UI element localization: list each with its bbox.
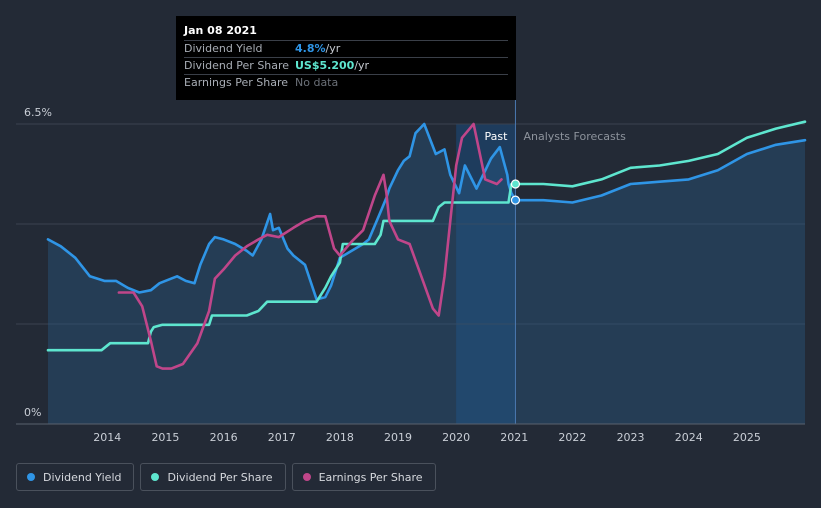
marker-dividend-yield — [510, 195, 521, 205]
x-tick-label: 2023 — [617, 431, 645, 444]
x-tick-label: 2019 — [384, 431, 412, 444]
tooltip-value: US$5.200 — [295, 59, 355, 72]
x-tick-label: 2024 — [675, 431, 703, 444]
legend-item-dividend-per-share[interactable]: Dividend Per Share — [140, 463, 286, 491]
tooltip-label: Dividend Yield — [184, 42, 263, 55]
marker-dividend-per-share — [510, 179, 521, 189]
legend-item-earnings-per-share[interactable]: Earnings Per Share — [291, 463, 436, 491]
series-line-earnings-per-share — [117, 122, 503, 370]
series-area-dividend-yield — [48, 124, 805, 424]
tooltip-label: Earnings Per Share — [184, 76, 289, 89]
forecast-label: Analysts Forecasts — [523, 130, 626, 143]
x-tick-label: 2022 — [558, 431, 586, 444]
x-tick-label: 2015 — [151, 431, 179, 444]
hover-tooltip: Jan 08 2021 Dividend Yield 4.8% /yr Divi… — [176, 16, 516, 100]
x-tick-label: 2016 — [210, 431, 238, 444]
legend-item-dividend-yield[interactable]: Dividend Yield — [16, 463, 135, 491]
x-tick-label: 2021 — [500, 431, 528, 444]
tooltip-unit: /yr — [354, 59, 370, 72]
past-highlight-band — [456, 124, 516, 424]
legend-dot-icon — [27, 473, 35, 481]
tooltip-row-dividend-per-share: Dividend Per Share US$5.200 /yr — [184, 57, 508, 74]
tooltip-value: 4.8% — [295, 42, 326, 55]
x-tick-label: 2014 — [93, 431, 121, 444]
legend-label: Earnings Per Share — [318, 470, 423, 484]
tooltip-row-earnings-per-share: Earnings Per Share No data — [184, 74, 508, 91]
tooltip-label: Dividend Per Share — [184, 59, 290, 72]
tooltip-row-dividend-yield: Dividend Yield 4.8% /yr — [184, 40, 508, 57]
chart-legend: Dividend Yield Dividend Per Share Earnin… — [16, 463, 436, 491]
x-tick-label: 2018 — [326, 431, 354, 444]
legend-label: Dividend Yield — [43, 470, 122, 484]
legend-dot-icon — [302, 473, 311, 481]
y-tick-label-top: 6.5% — [24, 106, 52, 119]
legend-label: Dividend Per Share — [167, 470, 273, 484]
x-tick-label: 2017 — [268, 431, 296, 444]
x-tick-label: 2020 — [442, 431, 470, 444]
series-line-dividend-yield — [46, 122, 807, 301]
y-tick-label-bottom: 0% — [24, 406, 41, 419]
tooltip-value: No data — [295, 76, 339, 89]
tooltip-unit: /yr — [325, 42, 341, 55]
legend-dot-icon — [151, 473, 160, 481]
x-tick-label: 2025 — [733, 431, 761, 444]
tooltip-date: Jan 08 2021 — [184, 24, 257, 37]
past-label: Past — [485, 130, 509, 143]
